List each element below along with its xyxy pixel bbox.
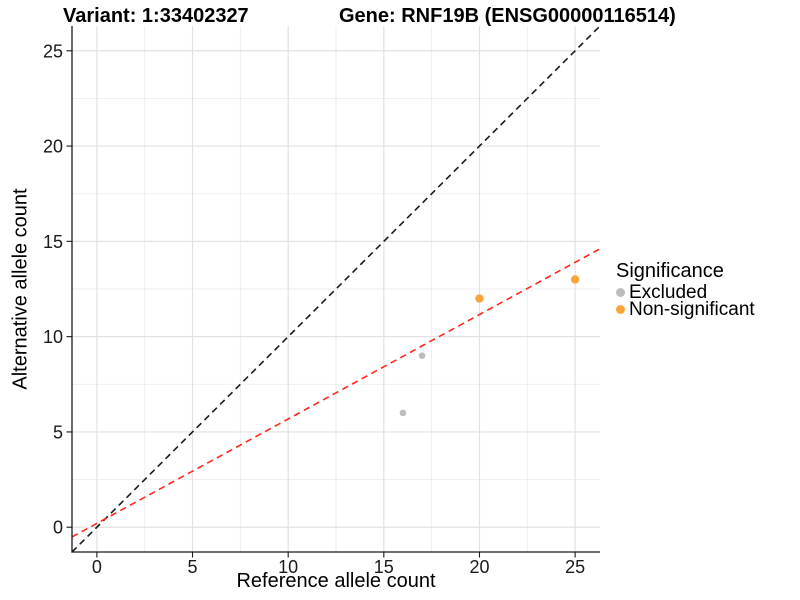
x-tick-label: 5 (188, 557, 198, 577)
legend-point-icon (616, 288, 625, 297)
x-tick-label: 20 (469, 557, 489, 577)
legend-point-icon (616, 305, 625, 314)
legend: Significance Excluded Non-significant (616, 260, 755, 320)
data-point-excluded (399, 409, 407, 417)
data-point-non-significant (570, 275, 580, 284)
legend-item-non-significant: Non-significant (616, 299, 755, 320)
legend-item-label: Excluded (629, 282, 708, 303)
y-tick-label: 10 (43, 327, 63, 347)
legend-item-label: Non-significant (629, 299, 755, 320)
x-tick-label: 15 (374, 557, 394, 577)
x-axis-title: Reference allele count (236, 570, 436, 592)
variant-title: Variant: 1:33402327 (63, 5, 249, 27)
y-tick-label: 15 (43, 232, 63, 252)
x-tick-label: 10 (278, 557, 298, 577)
data-point-excluded (418, 352, 426, 360)
y-axis-title: Alternative allele count (9, 188, 32, 390)
legend-item-excluded: Excluded (616, 282, 755, 303)
gene-title: Gene: RNF19B (ENSG00000116514) (339, 5, 676, 27)
y-tick-label: 20 (43, 137, 63, 157)
fit-line (71, 248, 601, 538)
legend-title: Significance (616, 260, 724, 282)
y-tick-label: 25 (43, 41, 63, 61)
y-tick-label: 5 (53, 422, 63, 442)
legend-items: Excluded Non-significant (616, 282, 755, 320)
y-tick-label: 0 (53, 518, 63, 538)
identity-line (71, 25, 601, 553)
data-point-non-significant (475, 294, 484, 303)
x-tick-label: 0 (92, 557, 102, 577)
x-tick-label: 25 (565, 557, 585, 577)
